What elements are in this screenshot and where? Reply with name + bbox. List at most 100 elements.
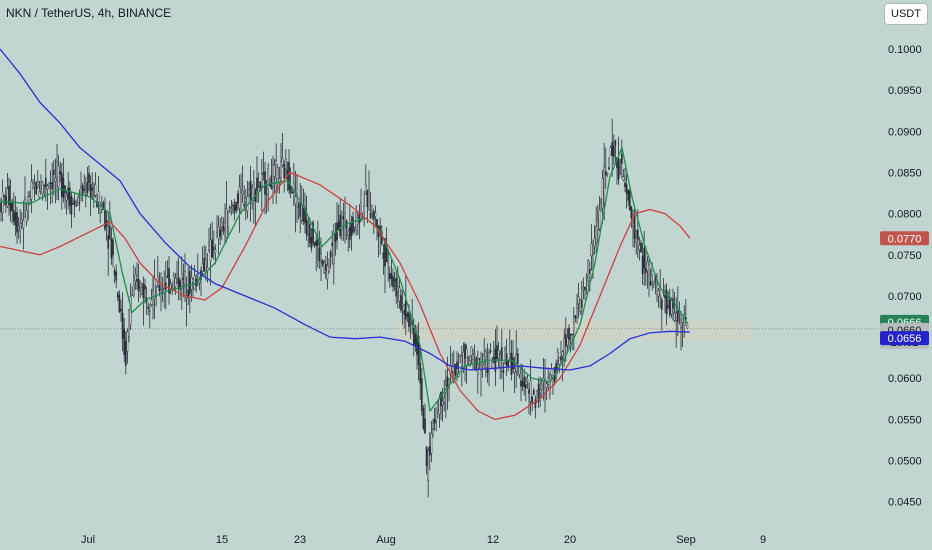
candle — [585, 273, 588, 295]
candle — [619, 158, 622, 176]
candle — [304, 192, 306, 234]
candle — [443, 379, 446, 412]
candle — [166, 260, 169, 279]
candle — [64, 185, 66, 209]
candle — [614, 139, 617, 165]
candle — [35, 181, 38, 196]
y-tick-label: 0.0700 — [888, 291, 922, 303]
candle — [358, 203, 361, 240]
candle — [270, 158, 273, 190]
candle — [369, 192, 372, 220]
candle — [601, 169, 604, 224]
candle — [460, 345, 463, 387]
candle — [44, 158, 47, 202]
candle — [49, 170, 52, 205]
candle — [220, 216, 223, 241]
candle — [520, 363, 522, 402]
candle — [296, 173, 298, 223]
candle — [260, 158, 263, 212]
price-axis[interactable]: 0.1000 0.0950 0.0900 0.0850 0.0800 0.0750 0.07… — [888, 44, 922, 509]
candle — [648, 259, 650, 297]
candle — [216, 215, 218, 239]
candle — [12, 192, 15, 226]
ma-line-blue — [0, 48, 691, 371]
candle — [1, 179, 4, 222]
candle — [539, 376, 542, 408]
candle — [33, 174, 36, 201]
price-tag-red: 0.0770 — [880, 231, 929, 246]
candle — [113, 267, 116, 284]
candle — [563, 328, 566, 367]
candle — [600, 197, 602, 212]
candle — [236, 190, 239, 212]
candle — [51, 162, 54, 204]
candle — [8, 177, 10, 216]
candle — [40, 174, 42, 195]
candle — [632, 209, 634, 248]
candle — [308, 217, 311, 247]
candle — [459, 354, 462, 364]
time-axis[interactable]: Jul 15 23 Aug 12 20 Sep 9 — [81, 534, 766, 546]
candle — [180, 256, 183, 310]
candle — [382, 244, 385, 275]
candle — [30, 164, 33, 214]
candle — [473, 344, 476, 371]
candle — [497, 342, 500, 369]
candle — [190, 264, 193, 302]
candle — [158, 272, 161, 297]
candle — [326, 251, 329, 290]
candle — [532, 387, 535, 396]
candle — [681, 318, 684, 348]
candle — [590, 224, 593, 271]
candle — [307, 217, 310, 248]
candle — [161, 277, 164, 303]
candle — [228, 205, 231, 214]
candle — [313, 241, 316, 248]
candle — [417, 322, 420, 381]
x-tick-label: Sep — [676, 534, 696, 546]
candle — [526, 374, 529, 389]
candle — [75, 199, 78, 207]
candle — [683, 305, 686, 338]
candle — [104, 197, 106, 232]
candle — [348, 203, 351, 249]
candle — [545, 381, 548, 401]
price-tag-blue: 0.0656 — [880, 331, 929, 346]
candle — [430, 420, 433, 463]
candle — [22, 200, 25, 250]
candle — [419, 348, 422, 400]
candle — [292, 163, 295, 207]
currency-button[interactable]: USDT — [884, 3, 928, 25]
candle — [116, 291, 119, 302]
candle — [579, 298, 582, 315]
moving-averages — [0, 48, 691, 421]
candle — [668, 288, 671, 318]
candle — [243, 185, 246, 212]
candle — [134, 267, 137, 290]
candle — [387, 250, 390, 282]
y-tick-label: 0.0750 — [888, 250, 922, 262]
candle — [427, 447, 430, 498]
candle — [124, 331, 127, 375]
candle — [593, 225, 596, 255]
candle — [70, 191, 73, 228]
candle — [500, 328, 503, 380]
candle — [488, 348, 490, 387]
candle — [371, 204, 374, 220]
candle — [3, 194, 6, 206]
candle — [137, 263, 140, 303]
candle — [52, 160, 55, 196]
candle — [403, 303, 406, 329]
candle — [580, 280, 583, 316]
candle — [232, 201, 234, 214]
x-tick-label: 12 — [487, 534, 499, 546]
candle — [638, 236, 641, 261]
candle — [420, 367, 423, 416]
candle — [609, 145, 612, 156]
candle — [115, 264, 118, 288]
candle — [179, 278, 182, 301]
y-tick-label: 0.0550 — [888, 414, 922, 426]
candle — [574, 315, 577, 323]
